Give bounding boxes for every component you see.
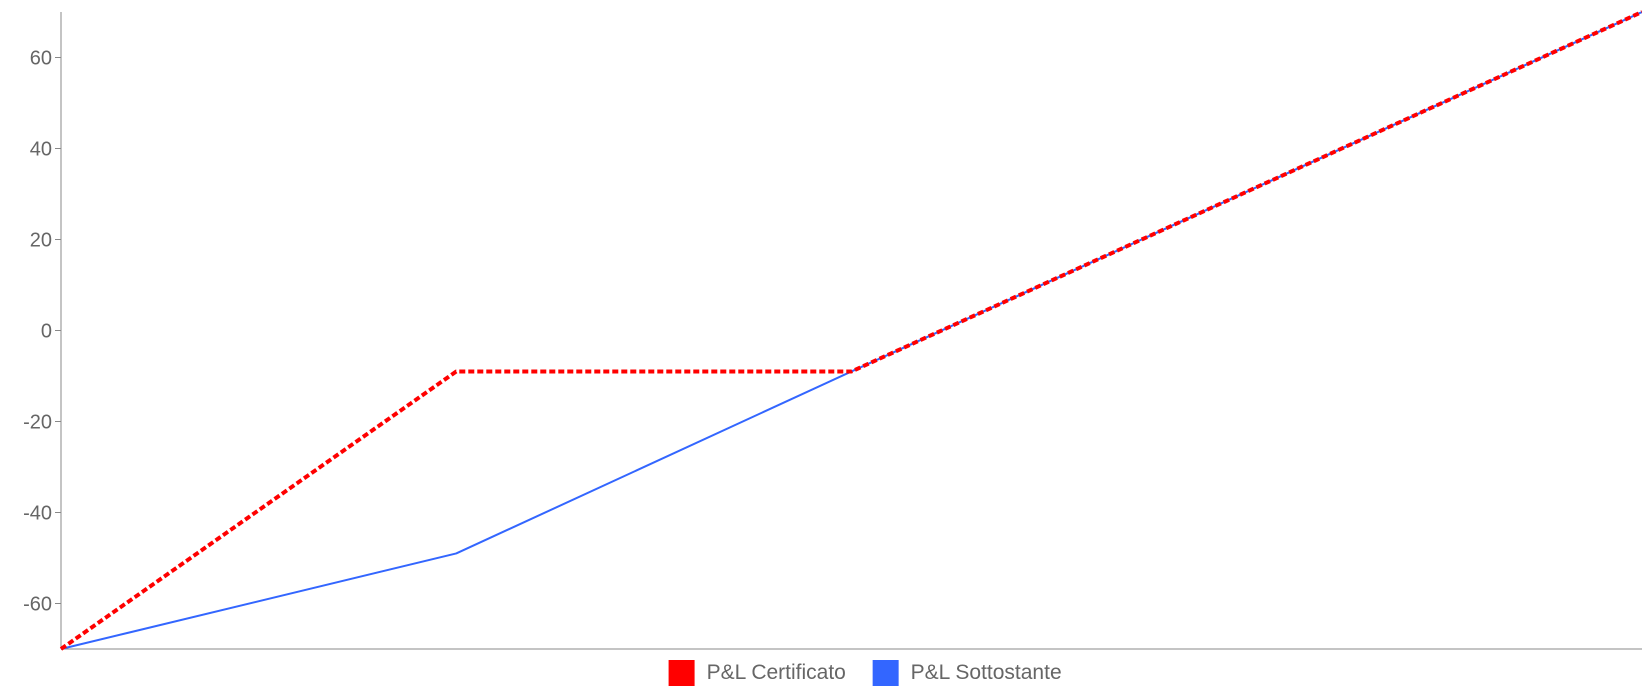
series-line-sottostante (60, 11, 1642, 650)
y-tick-label: 0 (41, 321, 52, 343)
y-tick-label: 40 (30, 139, 52, 161)
series-lines (59, 10, 1642, 651)
legend-swatch (872, 660, 899, 686)
legend-swatch (668, 660, 695, 686)
y-tick-label: 60 (30, 48, 52, 70)
legend-label: P&L Certificato (707, 661, 846, 684)
y-tick-label: -40 (23, 503, 52, 525)
axes (60, 12, 1642, 650)
y-axis-ticks: 60 40 20 0 -20 -40 -60 (23, 48, 61, 616)
y-tick-label: -20 (23, 412, 52, 434)
series-line-certificato (59, 10, 1642, 651)
legend: P&L Certificato P&L Sottostante (668, 660, 1062, 686)
legend-label: P&L Sottostante (911, 661, 1062, 684)
y-tick-label: 20 (30, 230, 52, 252)
y-tick-label: -60 (23, 594, 52, 616)
